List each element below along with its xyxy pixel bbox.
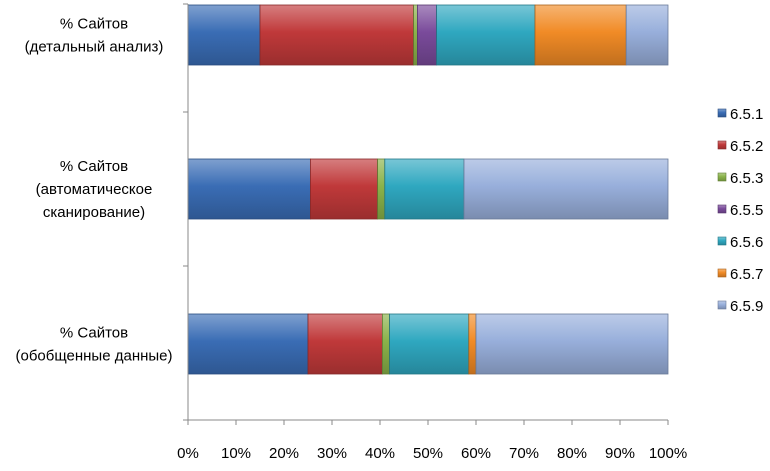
- bar-segment-6-5-3-cat-2: [381, 313, 390, 375]
- category-label-2-line-1: (обобщенные данные): [15, 348, 172, 365]
- x-tick-label-6: 60%: [461, 445, 491, 462]
- bar-segment-6-5-5-cat-0: [416, 4, 437, 66]
- bar-segment-6-5-7-cat-0: [534, 4, 627, 66]
- legend-swatch-6-5-1: [717, 108, 727, 118]
- legend-label-6-5-1: 6.5.1: [730, 106, 763, 123]
- bar-segment-6-5-3-cat-1: [377, 158, 386, 220]
- bar-segment-6-5-1-cat-2: [187, 313, 309, 375]
- bar-segment-6-5-6-cat-1: [384, 158, 465, 220]
- legend-label-6-5-5: 6.5.5: [730, 202, 763, 219]
- legend-swatch-6-5-5: [717, 204, 727, 214]
- bar-segment-6-5-9-cat-1: [463, 158, 669, 220]
- bar-segment-6-5-3-cat-0: [413, 4, 418, 66]
- bars-layer: [187, 4, 669, 375]
- x-tick-label-10: 100%: [649, 445, 687, 462]
- legend-label-6-5-2: 6.5.2: [730, 138, 763, 155]
- category-label-1-line-1: (автоматическое: [36, 181, 153, 198]
- bar-segment-6-5-9-cat-0: [625, 4, 669, 66]
- x-tick-label-1: 10%: [221, 445, 251, 462]
- legend-swatch-6-5-9: [717, 300, 727, 310]
- axis-layer: % Сайтов (детальный анализ) % Сайтов (автом…: [15, 3, 687, 462]
- legend-swatch-6-5-6: [717, 236, 727, 246]
- legend-label-6-5-3: 6.5.3: [730, 170, 763, 187]
- bar-segment-6-5-2-cat-1: [309, 158, 378, 220]
- legend-swatch-6-5-3: [717, 172, 727, 182]
- bar-segment-6-5-6-cat-0: [436, 4, 536, 66]
- bar-segment-6-5-1-cat-0: [187, 4, 261, 66]
- x-tick-label-9: 90%: [605, 445, 635, 462]
- legend-swatch-6-5-7: [717, 268, 727, 278]
- legend-label-6-5-7: 6.5.7: [730, 266, 763, 283]
- category-label-1-line-2: сканирование): [43, 204, 145, 221]
- bar-segment-6-5-2-cat-0: [259, 4, 415, 66]
- x-tick-label-5: 50%: [413, 445, 443, 462]
- x-tick-label-4: 40%: [365, 445, 395, 462]
- bar-segment-6-5-2-cat-2: [307, 313, 383, 375]
- category-label-0-line-1: (детальный анализ): [25, 39, 164, 56]
- x-tick-label-2: 20%: [269, 445, 299, 462]
- bar-segment-6-5-9-cat-2: [475, 313, 669, 375]
- bar-segment-6-5-1-cat-1: [187, 158, 311, 220]
- legend: 6.5.1 6.5.2 6.5.3 6.5.5 6.5.6 6.5.7 6.5.9: [717, 106, 763, 315]
- x-tick-label-7: 70%: [509, 445, 539, 462]
- x-tick-label-3: 30%: [317, 445, 347, 462]
- legend-label-6-5-9: 6.5.9: [730, 298, 763, 315]
- x-tick-label-8: 80%: [557, 445, 587, 462]
- bar-segment-6-5-6-cat-2: [389, 313, 470, 375]
- category-label-2-line-0: % Сайтов: [60, 325, 128, 342]
- x-tick-label-0: 0%: [177, 445, 199, 462]
- bar-segment-6-5-7-cat-2: [468, 313, 477, 375]
- legend-swatch-6-5-2: [717, 140, 727, 150]
- category-label-0-line-0: % Сайтов: [60, 16, 128, 33]
- category-label-1-line-0: % Сайтов: [60, 158, 128, 175]
- legend-label-6-5-6: 6.5.6: [730, 234, 763, 251]
